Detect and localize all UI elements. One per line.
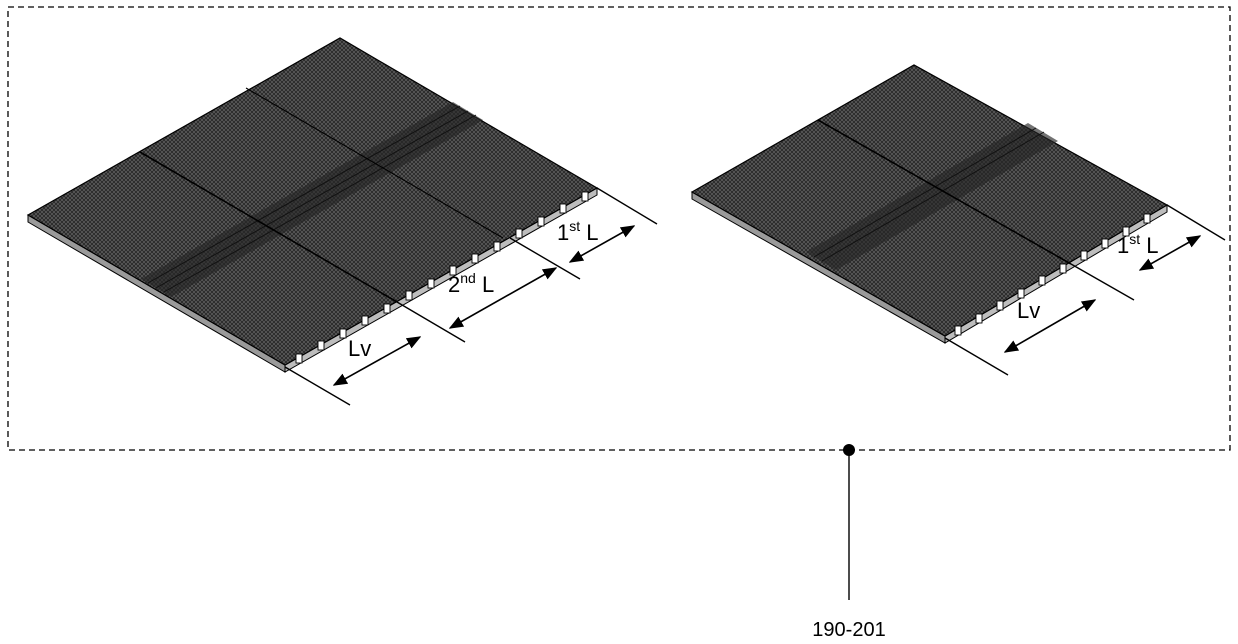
left-first-span-dimension-arrow <box>568 225 636 263</box>
left-second-span-label: 2nd L <box>448 270 494 297</box>
right-extension-lines <box>944 204 1226 376</box>
right-first-span-label: 1st L <box>1117 231 1159 258</box>
left-lv-dimension-arrow <box>332 336 422 386</box>
left-lv-label: Lv <box>348 336 371 361</box>
left-extension-lines <box>284 187 658 406</box>
left-second-span-dimension-arrow <box>448 267 558 329</box>
right-panel-support-feet <box>954 213 1151 336</box>
right-panel-seam <box>817 119 1072 265</box>
left-first-span-label: 1st L <box>557 218 599 245</box>
dashed-enclosure <box>7 6 1231 451</box>
right-floor-panel: Lv 1st L <box>690 64 1226 376</box>
left-panel-seam <box>139 151 398 303</box>
reference-label: 190-201 <box>812 619 885 641</box>
left-floor-panel: Lv 2nd L 1st L <box>26 37 658 406</box>
right-first-span-dimension-arrow <box>1138 235 1202 271</box>
right-lv-label: Lv <box>1017 298 1040 323</box>
right-lv-dimension-arrow <box>1003 299 1097 353</box>
